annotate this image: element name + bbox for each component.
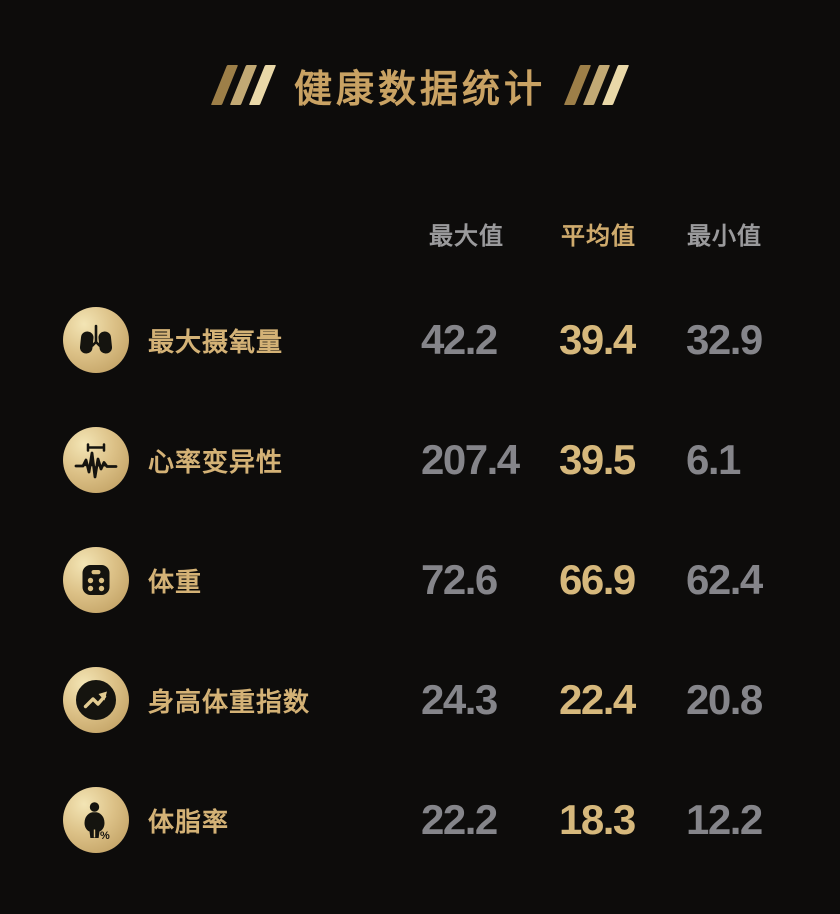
- page-header: 健康数据统计: [0, 52, 840, 118]
- avg-value: 39.5: [559, 436, 636, 483]
- avg-value: 66.9: [559, 556, 636, 603]
- page-title: 健康数据统计: [293, 68, 546, 111]
- metric-label: 最大摄氧量: [148, 326, 284, 357]
- table-row-vo2max[interactable]: 最大摄氧量 42.2 39.4 32.9: [0, 300, 840, 380]
- hrv-waveform-icon: [63, 427, 129, 493]
- max-value: 207.4: [421, 436, 520, 483]
- metric-label: 心率变异性: [148, 446, 284, 477]
- min-value: 6.1: [686, 436, 741, 483]
- lungs-icon: [63, 307, 129, 373]
- max-value: 24.3: [421, 676, 498, 723]
- min-value: 12.2: [686, 796, 763, 843]
- table-row-weight[interactable]: 体重 72.6 66.9 62.4: [0, 540, 840, 620]
- column-header-min: 最小值: [687, 223, 762, 250]
- min-value: 20.8: [686, 676, 763, 723]
- left-slashes-icon: [210, 65, 277, 105]
- max-value: 22.2: [421, 796, 498, 843]
- metric-label: 身高体重指数: [148, 686, 311, 717]
- right-slashes-icon: [563, 65, 630, 105]
- bmi-trend-icon: [63, 667, 129, 733]
- column-header-max: 最大值: [429, 223, 504, 250]
- table-row-bodyfat[interactable]: % 体脂率 22.2 18.3 12.2: [0, 780, 840, 860]
- svg-text:%: %: [100, 830, 110, 842]
- column-header-avg: 平均值: [561, 223, 636, 250]
- table-row-bmi[interactable]: 身高体重指数 24.3 22.4 20.8: [0, 660, 840, 740]
- body-fat-icon: %: [63, 787, 129, 853]
- avg-value: 39.4: [559, 316, 636, 363]
- max-value: 72.6: [421, 556, 498, 603]
- metric-label: 体重: [148, 566, 203, 597]
- metric-label: 体脂率: [148, 806, 230, 837]
- column-headers: 最大值 平均值 最小值: [0, 222, 840, 252]
- min-value: 32.9: [686, 316, 763, 363]
- max-value: 42.2: [421, 316, 498, 363]
- weight-scale-icon: [63, 547, 129, 613]
- min-value: 62.4: [686, 556, 763, 603]
- avg-value: 18.3: [559, 796, 636, 843]
- table-row-hrv[interactable]: 心率变异性 207.4 39.5 6.1: [0, 420, 840, 500]
- avg-value: 22.4: [559, 676, 636, 723]
